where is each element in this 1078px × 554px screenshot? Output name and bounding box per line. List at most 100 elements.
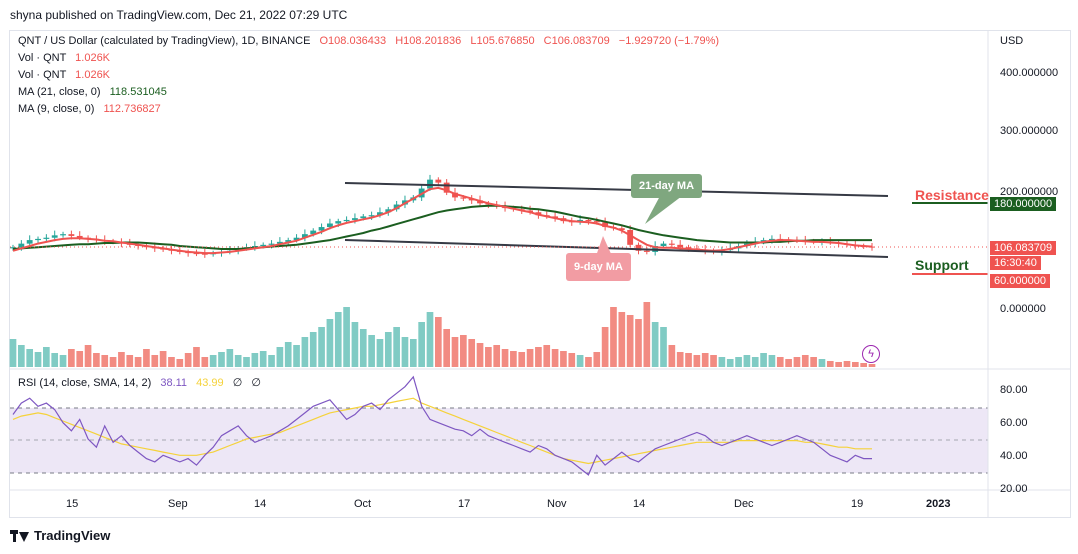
volume-bar xyxy=(126,355,134,367)
price-tick-300: 300.000000 xyxy=(1000,125,1059,137)
published-header: shyna published on TradingView.com, Dec … xyxy=(10,8,348,22)
volume-bar xyxy=(426,312,434,367)
volume-bar xyxy=(251,353,259,367)
volume-bar xyxy=(51,353,59,367)
time-label-nov: Nov xyxy=(547,498,567,510)
volume-bar xyxy=(485,347,492,367)
volume-bar xyxy=(218,352,225,367)
volume-bar xyxy=(701,353,709,367)
volume-bar xyxy=(851,362,859,367)
volume-bar xyxy=(334,312,342,367)
volume-bar xyxy=(793,357,801,367)
volume-bar xyxy=(568,353,576,367)
time-label-2023: 2023 xyxy=(926,498,951,510)
volume-bar xyxy=(810,357,817,367)
symbol-title: QNT / US Dollar (calculated by TradingVi… xyxy=(18,35,311,47)
candle-body xyxy=(285,240,292,242)
volume-bar xyxy=(476,343,484,367)
volume-bar xyxy=(409,339,417,367)
ma21-callout: 21-day MA xyxy=(631,174,703,198)
ma21-value: 118.531045 xyxy=(109,86,167,98)
candle-body xyxy=(635,244,642,251)
ma21-line xyxy=(12,204,872,250)
replay-flash-icon[interactable]: ϟ xyxy=(862,345,880,363)
candle-body xyxy=(43,237,50,239)
candle-body xyxy=(76,235,83,238)
volume-bar xyxy=(18,345,25,367)
candle-body xyxy=(352,218,358,220)
candle-body xyxy=(368,215,375,217)
ma21-legend: MA (21, close, 0) 118.531045 xyxy=(18,86,167,98)
volume-bars xyxy=(9,302,876,367)
candle-body xyxy=(660,243,667,247)
volume-bar xyxy=(76,351,84,367)
low-value: L105.676850 xyxy=(470,35,535,47)
volume-bar xyxy=(101,355,109,367)
candle-body xyxy=(360,216,367,219)
candle-body xyxy=(18,243,25,248)
rsi-pane xyxy=(10,375,988,476)
ma9-line xyxy=(12,186,873,255)
volume-bar xyxy=(735,357,742,367)
volume-bar xyxy=(526,349,534,367)
volume-bar xyxy=(660,327,667,367)
price-tick-0: 0.000000 xyxy=(1000,303,1046,315)
volume-bar xyxy=(301,337,309,367)
volume-bar xyxy=(501,349,509,367)
rsi-extra-2: ∅ xyxy=(251,377,261,389)
candle-body xyxy=(335,221,342,224)
volume-bar xyxy=(393,327,400,367)
volume-bar xyxy=(518,352,526,367)
volume-bar xyxy=(293,345,300,367)
rsi-sma-value: 43.99 xyxy=(196,377,224,389)
volume-bar xyxy=(109,357,117,367)
volume-bar xyxy=(134,357,142,367)
candle-body xyxy=(593,221,600,223)
volume-label-2: Vol · QNT xyxy=(18,69,67,81)
high-value: H108.201836 xyxy=(395,35,462,47)
candle-body xyxy=(26,240,33,244)
volume-bar xyxy=(343,307,350,367)
candle-body xyxy=(602,222,609,228)
channel-upper-line xyxy=(344,182,889,197)
volume-bar xyxy=(201,357,209,367)
volume-bar xyxy=(743,355,751,367)
candle-body xyxy=(68,234,75,236)
volume-bar xyxy=(26,349,34,367)
volume-bar xyxy=(576,355,584,367)
candle-body xyxy=(618,228,625,231)
tradingview-footer[interactable]: TradingView xyxy=(10,528,110,543)
candle-body xyxy=(301,234,308,238)
volume-bar xyxy=(284,342,292,367)
countdown-tag: 16:30:40 xyxy=(990,256,1041,270)
price-tick-400: 400.000000 xyxy=(1000,67,1059,79)
volume-bar xyxy=(618,312,626,367)
support-label: Support xyxy=(915,257,969,273)
ma9-legend: MA (9, close, 0) 112.736827 xyxy=(18,103,161,115)
ma9-callout-pointer xyxy=(596,236,612,256)
volume-legend-1: Vol · QNT 1.026K xyxy=(18,52,110,64)
volume-bar xyxy=(443,329,451,367)
volume-bar xyxy=(209,355,217,367)
volume-bar xyxy=(34,352,42,367)
volume-bar xyxy=(768,355,776,367)
volume-bar xyxy=(268,355,275,367)
open-value: O108.036433 xyxy=(319,35,387,47)
ma21-label: MA (21, close, 0) xyxy=(18,86,101,98)
volume-bar xyxy=(610,307,617,367)
candle-body xyxy=(318,227,325,231)
volume-bar xyxy=(868,364,876,367)
volume-bar xyxy=(168,357,175,367)
volume-bar xyxy=(668,345,676,367)
volume-bar xyxy=(451,337,459,367)
volume-bar xyxy=(193,347,200,367)
time-label-dec: Dec xyxy=(734,498,754,510)
rsi-label: RSI (14, close, SMA, 14, 2) xyxy=(18,377,152,389)
rsi-value: 38.11 xyxy=(160,377,188,389)
volume-bar xyxy=(560,351,567,367)
volume-bar xyxy=(468,339,476,367)
rsi-tick-40: 40.00 xyxy=(1000,450,1028,462)
candle-body xyxy=(260,244,267,247)
volume-bar xyxy=(43,347,50,367)
volume-bar xyxy=(626,315,634,367)
